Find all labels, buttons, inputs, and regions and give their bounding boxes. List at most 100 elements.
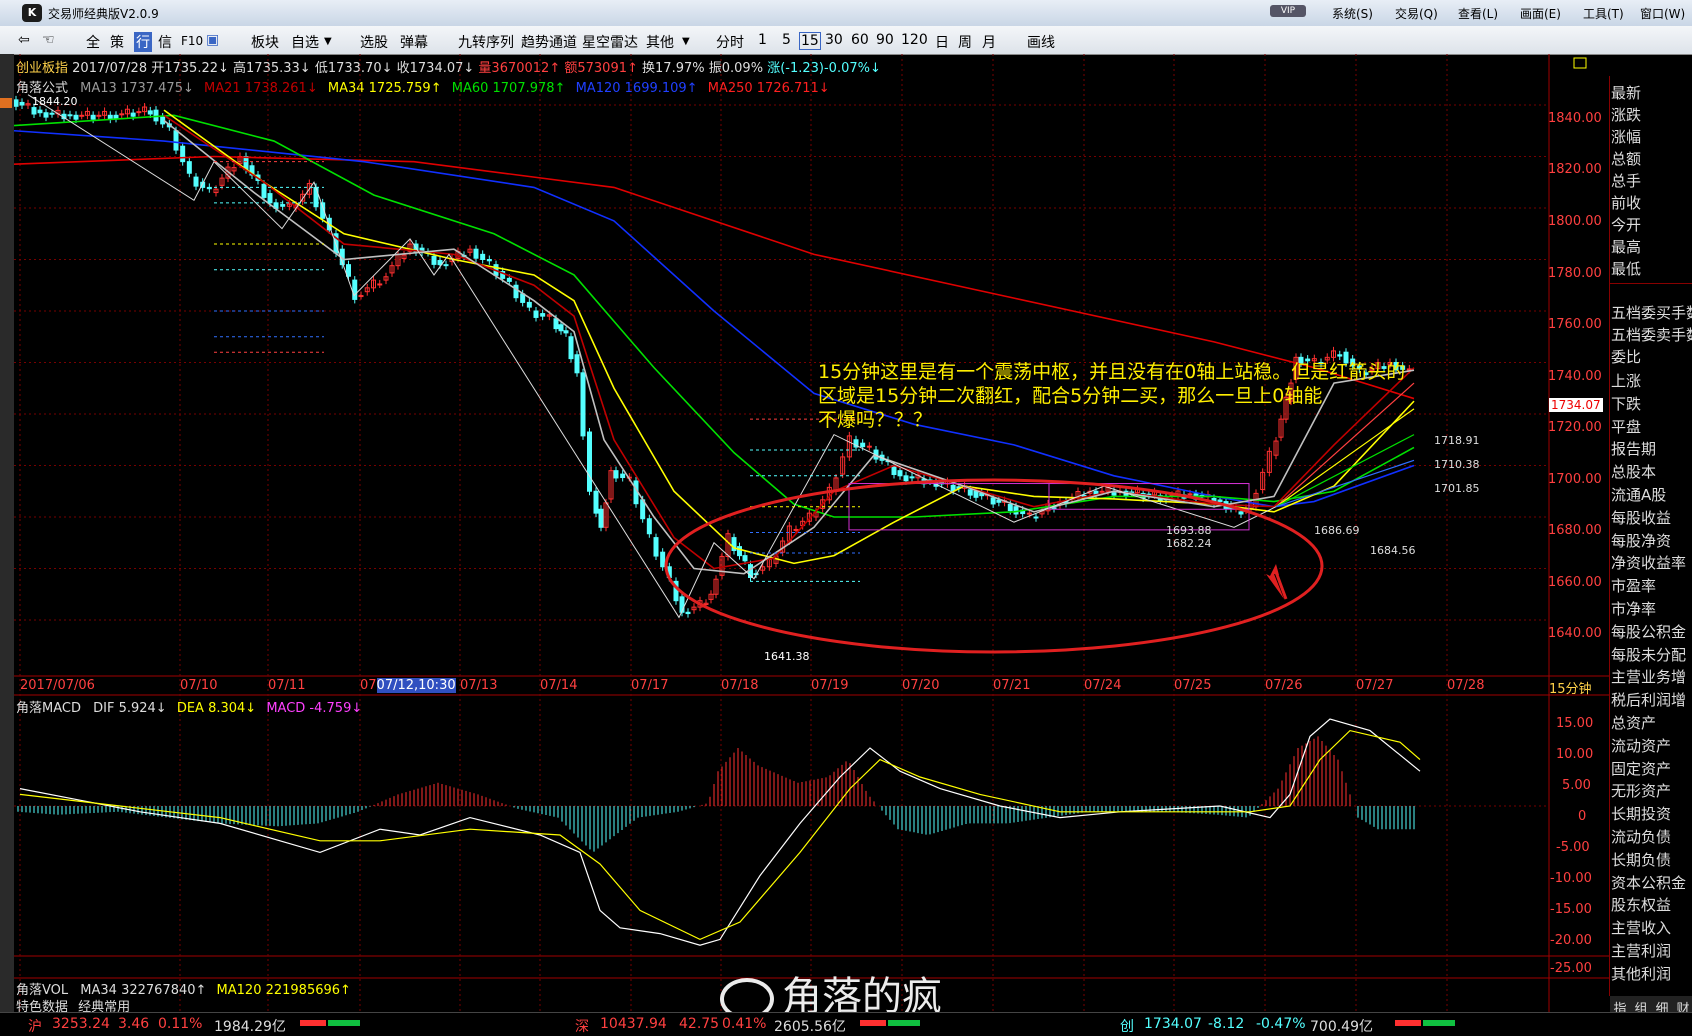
macd-tick: -20.00 (1550, 933, 1592, 948)
quote-field-label: 最低 (1611, 260, 1642, 278)
menu-system[interactable]: 系统(S) (1332, 7, 1373, 21)
price-tick: 1720.00 (1548, 420, 1602, 435)
candle-body (613, 470, 619, 479)
date-tick: 07/24 (1084, 678, 1122, 693)
candle-body (1350, 358, 1356, 367)
period-1[interactable]: 1 (758, 32, 767, 48)
candle-body (473, 248, 479, 259)
tab-special-data[interactable]: 特色数据 (16, 1000, 69, 1015)
toolbar-strategy[interactable]: 策 (110, 35, 124, 51)
finance-field-label: 每股未分配 (1611, 645, 1687, 664)
toolbar-f10[interactable]: F10 (181, 34, 204, 48)
candle-body (200, 181, 206, 188)
date-tick: 07/17 (631, 678, 669, 693)
finance-field-label: 固定资产 (1611, 759, 1672, 778)
back-icon[interactable]: ⇦ (18, 32, 30, 48)
period-15[interactable]: 15 (799, 32, 821, 50)
period-month[interactable]: 月 (982, 35, 996, 51)
period-60[interactable]: 60 (851, 32, 869, 48)
menu-trade[interactable]: 交易(Q) (1395, 7, 1438, 21)
vol-name[interactable]: 角落VOL (16, 983, 69, 998)
box-label: 1693.88 (1166, 524, 1212, 537)
period-day[interactable]: 日 (935, 35, 949, 51)
date-tick: 07/27 (1356, 678, 1394, 693)
candle-body (286, 203, 292, 207)
line-label: 1710.38 (1434, 458, 1480, 471)
trend-fan-line (1275, 434, 1415, 508)
period-30[interactable]: 30 (825, 32, 843, 48)
macd-dea: DEA 8.304↓ (176, 701, 257, 716)
period-5[interactable]: 5 (782, 32, 791, 48)
menu-view[interactable]: 查看(L) (1458, 7, 1499, 21)
candle-body (574, 354, 580, 374)
toolbar-sector[interactable]: 板块 (251, 35, 279, 51)
menu-window[interactable]: 窗口(W) (1640, 7, 1686, 21)
candle-body (1293, 356, 1299, 380)
price-tick: 1840.00 (1548, 111, 1602, 126)
period-intraday[interactable]: 分时 (716, 35, 744, 51)
crosshair-time: 07/12,10:30 (376, 678, 456, 693)
toolbar-quote[interactable]: 行 (134, 32, 152, 52)
toolbar-watchlist[interactable]: 自选 (291, 35, 319, 51)
moving-average-line (163, 119, 1415, 575)
macd-name[interactable]: 角落MACD (16, 701, 81, 716)
toolbar-radar[interactable]: 星空雷达 (582, 35, 638, 51)
date-tick: 07/21 (993, 678, 1031, 693)
period-120[interactable]: 120 (901, 32, 928, 48)
toolbar-nine-turn[interactable]: 九转序列 (458, 35, 514, 51)
chevron-down-icon[interactable]: ▼ (324, 36, 332, 47)
vip-badge[interactable]: VIP (1270, 5, 1306, 17)
candle-body (950, 484, 956, 492)
toolbar-barrage[interactable]: 弹幕 (400, 35, 428, 51)
toolbar-all[interactable]: 全 (86, 35, 100, 51)
candle-body (193, 176, 199, 187)
candle-body (1337, 354, 1343, 357)
candle-body (846, 435, 852, 458)
candle-body (853, 439, 859, 448)
tab-classic[interactable]: 经典常用 (78, 1000, 131, 1015)
quote-turnover: 换17.97% (642, 61, 705, 76)
period-label[interactable]: 15分钟 (1549, 682, 1592, 697)
quote-low: 低1733.70↓ (314, 61, 393, 76)
candle-body (383, 276, 389, 281)
candle-body (153, 109, 159, 122)
candle-body (719, 555, 725, 576)
toolbar-trend-channel[interactable]: 趋势通道 (521, 35, 577, 51)
vol-header: 角落VOL MA34 322767840↑ MA120 221985696↑ (16, 979, 351, 998)
ma21-value: MA21 1738.261↓ (204, 81, 318, 96)
menu-tools[interactable]: 工具(T) (1583, 7, 1624, 21)
candle-body (1273, 440, 1279, 456)
period-week[interactable]: 周 (958, 35, 972, 51)
sz-up-bar (860, 1020, 886, 1026)
finance-field-label: 主营收入 (1611, 919, 1672, 938)
toolbar-stock-picker[interactable]: 选股 (360, 35, 388, 51)
candle-body (1260, 471, 1266, 491)
hand-icon[interactable]: ☜ (42, 32, 55, 48)
price-tick: 1760.00 (1548, 317, 1602, 332)
sh-down-bar (328, 1020, 360, 1026)
finance-field-label: 其他利润 (1611, 964, 1672, 983)
candle-body (313, 186, 319, 208)
finance-field-label: 税后利润增 (1611, 691, 1687, 710)
candle-body (996, 499, 1002, 503)
formula-name[interactable]: 角落公式 (16, 81, 69, 96)
toolbar-info[interactable]: 信 (158, 35, 172, 51)
price-tick: 1740.00 (1548, 369, 1602, 384)
menu-screen[interactable]: 画面(E) (1520, 7, 1561, 21)
kline-chart[interactable] (14, 54, 1609, 1012)
red-arrow-head (1266, 564, 1284, 599)
left-strip-marker (0, 98, 12, 108)
period-90[interactable]: 90 (876, 32, 894, 48)
sh-amount: 1984.29亿 (214, 1019, 286, 1035)
trend-fan-line (1275, 382, 1415, 508)
finance-field-label: 净资收益率 (1611, 554, 1687, 573)
chevron-down-icon[interactable]: ▼ (682, 36, 690, 47)
candle-body (147, 110, 153, 115)
candle-body (186, 161, 192, 174)
toolbar-draw[interactable]: 画线 (1027, 35, 1055, 51)
candle-body (860, 442, 866, 448)
moving-average-line (14, 114, 1415, 518)
layout-icon[interactable]: ▣ (206, 32, 220, 48)
candle-body (300, 193, 306, 202)
toolbar-other[interactable]: 其他 (646, 35, 674, 51)
